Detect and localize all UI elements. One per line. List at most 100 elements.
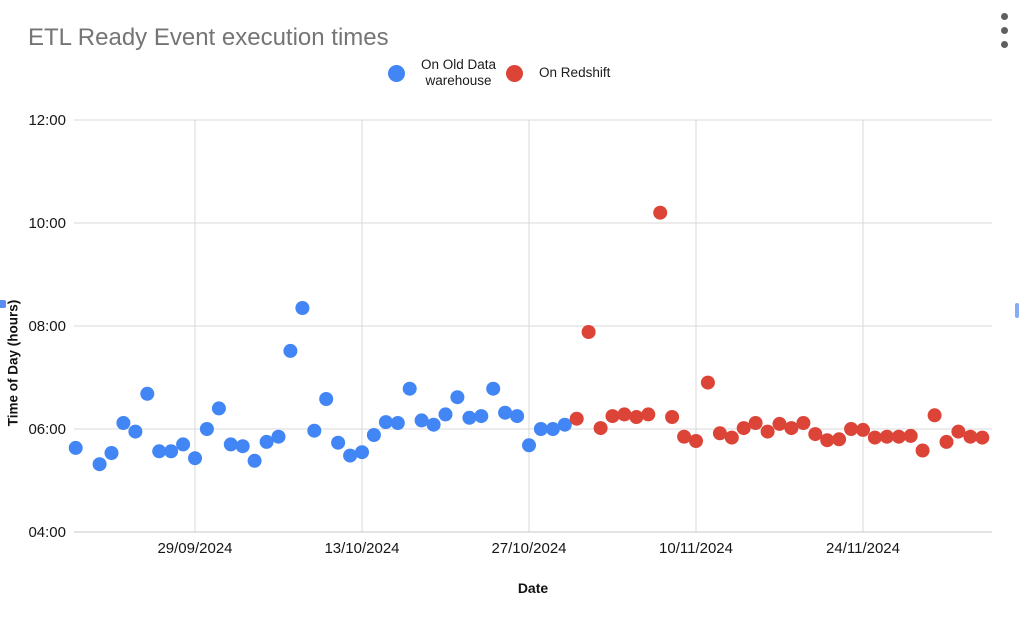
data-point-old-warehouse[interactable] [164, 444, 179, 459]
data-point-redshift[interactable] [903, 428, 918, 443]
data-point-redshift[interactable] [975, 430, 990, 445]
data-point-old-warehouse[interactable] [533, 422, 548, 436]
data-point-redshift[interactable] [927, 408, 942, 423]
data-point-redshift[interactable] [665, 410, 680, 424]
data-point-old-warehouse[interactable] [152, 444, 167, 459]
data-point-redshift[interactable] [808, 427, 823, 442]
data-point-old-warehouse[interactable] [343, 448, 358, 463]
data-point-old-warehouse[interactable] [522, 438, 536, 453]
data-point-old-warehouse[interactable] [247, 453, 262, 468]
data-point-redshift[interactable] [951, 424, 966, 439]
data-point-redshift[interactable] [891, 429, 906, 444]
data-point-old-warehouse[interactable] [474, 409, 489, 424]
data-point-redshift[interactable] [867, 430, 882, 445]
data-point-old-warehouse[interactable] [402, 381, 417, 396]
y-tick-label: 08:00 [28, 318, 66, 335]
data-point-redshift[interactable] [939, 434, 954, 449]
x-axis-title: Date [517, 580, 549, 596]
data-point-old-warehouse[interactable] [271, 429, 286, 444]
data-point-old-warehouse[interactable] [331, 435, 346, 450]
data-point-redshift[interactable] [856, 422, 870, 437]
data-point-old-warehouse[interactable] [92, 457, 107, 472]
data-point-redshift[interactable] [593, 421, 608, 436]
data-point-redshift[interactable] [689, 434, 703, 448]
x-tick-label: 27/10/2024 [491, 540, 566, 557]
data-point-redshift[interactable] [581, 325, 596, 339]
data-point-old-warehouse[interactable] [319, 392, 334, 406]
data-point-redshift[interactable] [963, 429, 978, 444]
y-tick-label: 12:00 [28, 112, 66, 129]
data-point-redshift[interactable] [844, 422, 859, 436]
chart-legend: On Old Data warehouse On Redshift [388, 57, 610, 89]
data-point-old-warehouse[interactable] [462, 410, 477, 425]
legend-item-old-warehouse[interactable]: On Old Data warehouse [388, 57, 496, 89]
data-point-old-warehouse[interactable] [283, 343, 298, 358]
data-point-redshift[interactable] [879, 429, 894, 444]
kebab-dot-icon [1001, 27, 1008, 34]
legend-label-line: warehouse [425, 73, 492, 88]
legend-label-old-warehouse: On Old Data warehouse [421, 57, 496, 89]
data-point-old-warehouse[interactable] [486, 381, 501, 396]
data-point-old-warehouse[interactable] [223, 437, 238, 452]
data-point-old-warehouse[interactable] [235, 439, 250, 454]
x-tick-label: 13/10/2024 [324, 540, 399, 557]
data-point-redshift[interactable] [700, 375, 715, 390]
data-point-redshift[interactable] [832, 432, 847, 447]
chart-edge-handle-right[interactable] [1015, 303, 1019, 318]
data-point-old-warehouse[interactable] [295, 301, 310, 315]
data-point-old-warehouse[interactable] [68, 440, 83, 455]
data-point-old-warehouse[interactable] [259, 434, 274, 449]
data-point-old-warehouse[interactable] [199, 422, 214, 436]
data-point-old-warehouse[interactable] [128, 424, 143, 439]
data-point-old-warehouse[interactable] [307, 423, 322, 438]
data-point-old-warehouse[interactable] [176, 437, 191, 452]
data-point-redshift[interactable] [784, 421, 799, 436]
data-point-redshift[interactable] [915, 443, 930, 458]
data-point-old-warehouse[interactable] [426, 417, 441, 432]
legend-label-redshift: On Redshift [539, 65, 611, 80]
data-point-old-warehouse[interactable] [557, 417, 572, 432]
data-point-redshift[interactable] [796, 416, 811, 430]
data-point-redshift[interactable] [629, 410, 644, 424]
y-tick-label: 10:00 [28, 215, 66, 232]
data-point-redshift[interactable] [569, 411, 584, 426]
x-tick-label: 29/09/2024 [157, 540, 232, 557]
data-point-redshift[interactable] [760, 424, 775, 439]
data-point-redshift[interactable] [677, 429, 692, 444]
x-tick-label: 24/11/2024 [826, 540, 900, 557]
data-point-redshift[interactable] [772, 416, 787, 431]
data-point-old-warehouse[interactable] [498, 405, 513, 420]
data-point-redshift[interactable] [605, 409, 620, 424]
data-point-old-warehouse[interactable] [355, 445, 369, 460]
chart-edge-handle-left[interactable] [0, 300, 6, 308]
data-point-old-warehouse[interactable] [545, 422, 560, 436]
data-point-old-warehouse[interactable] [211, 401, 226, 416]
x-tick-label: 10/11/2024 [659, 540, 733, 557]
y-tick-label: 04:00 [28, 524, 66, 541]
data-point-redshift[interactable] [748, 416, 763, 430]
legend-dot-red-icon [506, 64, 524, 82]
data-point-old-warehouse[interactable] [414, 413, 429, 428]
data-point-old-warehouse[interactable] [188, 451, 202, 466]
legend-item-redshift[interactable]: On Redshift [506, 64, 611, 82]
data-point-redshift[interactable] [712, 426, 727, 441]
chart-options-button[interactable] [999, 11, 1010, 50]
data-point-old-warehouse[interactable] [366, 428, 381, 442]
data-point-old-warehouse[interactable] [438, 407, 453, 422]
data-point-old-warehouse[interactable] [450, 390, 465, 405]
data-point-old-warehouse[interactable] [116, 416, 131, 430]
kebab-dot-icon [1001, 41, 1008, 48]
data-point-old-warehouse[interactable] [104, 446, 119, 460]
data-point-old-warehouse[interactable] [378, 415, 393, 430]
data-point-old-warehouse[interactable] [510, 409, 525, 424]
data-point-redshift[interactable] [641, 407, 656, 422]
data-point-redshift[interactable] [736, 421, 751, 436]
data-point-redshift[interactable] [617, 407, 632, 422]
data-point-old-warehouse[interactable] [390, 416, 405, 430]
data-point-redshift[interactable] [724, 430, 739, 445]
data-point-old-warehouse[interactable] [140, 386, 155, 401]
data-point-redshift[interactable] [653, 205, 668, 220]
data-point-redshift[interactable] [820, 433, 835, 448]
